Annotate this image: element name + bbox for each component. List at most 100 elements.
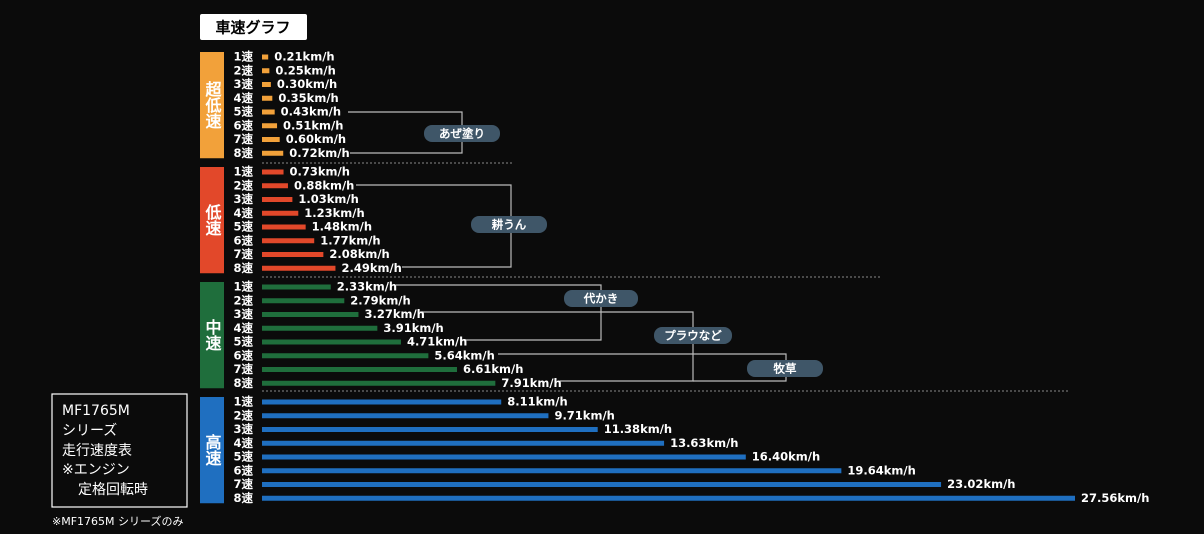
bar — [262, 339, 401, 345]
value-label: 1.03km/h — [298, 192, 358, 206]
category-label: 6速 — [233, 233, 253, 247]
bar — [262, 197, 293, 202]
bar — [262, 298, 345, 304]
bar — [262, 353, 429, 359]
value-label: 8.11km/h — [507, 395, 567, 409]
category-label: 4速 — [233, 321, 253, 335]
bar — [262, 265, 336, 271]
category-label: 1速 — [233, 280, 253, 294]
category-label: 7速 — [233, 132, 253, 146]
bar — [262, 367, 457, 372]
bar — [262, 224, 306, 230]
category-label: 7速 — [233, 247, 253, 261]
bar — [262, 169, 284, 175]
footnote: ※MF1765M シリーズのみ — [52, 514, 183, 528]
bar — [262, 413, 549, 419]
bar — [262, 238, 315, 244]
category-label: 8速 — [233, 376, 253, 390]
value-label: 3.91km/h — [383, 321, 443, 335]
value-label: 0.72km/h — [289, 146, 349, 160]
value-label: 9.71km/h — [554, 408, 614, 422]
value-label: 2.08km/h — [329, 247, 389, 261]
group-box — [200, 282, 224, 389]
category-label: 8速 — [233, 491, 253, 505]
group-box — [200, 397, 224, 504]
value-label: 1.23km/h — [304, 206, 364, 220]
category-label: 7速 — [233, 477, 253, 491]
value-label: 0.21km/h — [274, 50, 334, 64]
value-label: 19.64km/h — [847, 463, 915, 477]
bar — [262, 284, 331, 290]
bar — [262, 312, 359, 317]
annotation-pill — [747, 360, 823, 377]
bar — [262, 399, 502, 405]
category-label: 4速 — [233, 91, 253, 105]
category-label: 1速 — [233, 165, 253, 179]
bar — [262, 380, 496, 386]
bar — [262, 210, 299, 216]
bar — [262, 454, 746, 460]
bar — [262, 95, 273, 101]
category-label: 6速 — [233, 463, 253, 477]
value-label: 0.35km/h — [278, 91, 338, 105]
value-label: 13.63km/h — [670, 436, 738, 450]
bracket — [420, 311, 694, 382]
value-label: 0.43km/h — [281, 105, 341, 119]
info-text: シリーズ — [62, 423, 117, 439]
bar — [262, 495, 1075, 501]
annotation: プラウなど — [664, 329, 722, 343]
category-label: 3速 — [233, 307, 253, 321]
category-label: 7速 — [233, 362, 253, 376]
bar — [262, 325, 378, 331]
category-label: 3速 — [233, 192, 253, 206]
info-text: 走行速度表 — [62, 443, 132, 459]
bar — [262, 123, 278, 129]
annotation: 耕うん — [491, 218, 527, 232]
category-label: 4速 — [233, 206, 253, 220]
bar — [262, 137, 280, 142]
bar — [262, 468, 842, 474]
value-label: 0.30km/h — [277, 77, 337, 91]
value-label: 2.49km/h — [341, 261, 401, 275]
bar — [262, 54, 269, 60]
bar — [262, 150, 284, 156]
annotation-pill — [424, 125, 500, 142]
bar — [262, 183, 288, 189]
value-label: 7.91km/h — [501, 376, 561, 390]
bar — [262, 440, 665, 446]
bar — [262, 68, 270, 74]
category-label: 5速 — [233, 220, 253, 234]
info-text: 定格回転時 — [78, 482, 148, 498]
bar — [262, 427, 598, 432]
group-label: 超低速 — [203, 80, 223, 129]
category-label: 6速 — [233, 348, 253, 362]
value-label: 1.48km/h — [312, 220, 372, 234]
category-label: 3速 — [233, 422, 253, 436]
category-label: 5速 — [233, 335, 253, 349]
info-text: ※エンジン — [62, 462, 130, 478]
group-label: 高速 — [203, 433, 222, 466]
value-label: 2.79km/h — [350, 293, 410, 307]
title-box — [200, 14, 307, 40]
category-label: 2速 — [233, 293, 253, 307]
value-label: 6.61km/h — [463, 362, 523, 376]
annotation: 代かき — [583, 292, 619, 306]
annotation-pill — [564, 290, 638, 307]
category-label: 8速 — [233, 146, 253, 160]
group-box — [200, 52, 224, 159]
chart-title: 車速グラフ — [215, 19, 290, 37]
group-box — [200, 167, 224, 274]
value-label: 0.88km/h — [294, 178, 354, 192]
value-label: 5.64km/h — [434, 348, 494, 362]
category-label: 1速 — [233, 395, 253, 409]
group-label: 低速 — [203, 203, 223, 236]
annotation: 牧草 — [774, 362, 797, 376]
info-box — [51, 393, 188, 508]
info-text: MF1765M — [62, 403, 130, 419]
value-label: 2.33km/h — [337, 280, 397, 294]
category-label: 2速 — [233, 63, 253, 77]
category-label: 8速 — [233, 261, 253, 275]
annotation: あぜ塗り — [439, 127, 485, 141]
bar — [262, 252, 324, 257]
